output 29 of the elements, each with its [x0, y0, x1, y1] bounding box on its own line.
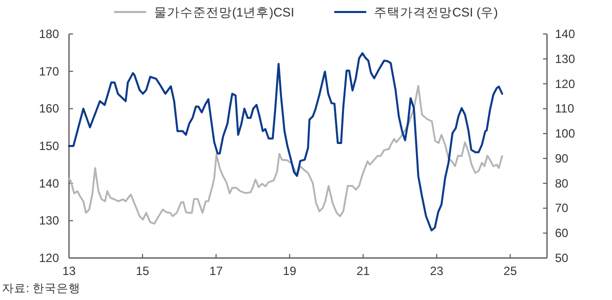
y-tick-label: 120	[38, 251, 60, 265]
x-tick-label: 13	[62, 264, 76, 278]
y-tick-label: 160	[38, 102, 60, 116]
y-tick-label: 130	[38, 214, 60, 228]
y2-tick-label: 100	[555, 126, 576, 141]
y-tick-label: 150	[38, 139, 60, 153]
x-tick-label: 19	[282, 264, 297, 278]
x-tick-label: 17	[209, 264, 224, 278]
y2-tick-label: 140	[555, 27, 576, 41]
y2-tick-label: 70	[555, 201, 569, 216]
line-series	[68, 52, 504, 232]
x-tick-label: 25	[504, 264, 518, 278]
x-tick-label: 23	[430, 264, 444, 278]
legend-label: 주택가격전망CSI (우)	[374, 6, 498, 20]
y2-tick-label: 50	[555, 251, 569, 265]
y-tick-label: 170	[38, 64, 60, 78]
y2-tick-label: 120	[555, 76, 576, 91]
x-tick-label: 21	[356, 264, 370, 278]
x-tick-label: 15	[136, 264, 150, 278]
y2-tick-label: 80	[555, 176, 569, 190]
y-tick-label: 180	[38, 27, 60, 41]
text: 자료: 한국은행	[2, 283, 80, 295]
y2-tick-label: 110	[555, 102, 574, 116]
y2-tick-label: 130	[555, 52, 576, 66]
y2-tick-label: 90	[555, 151, 569, 166]
legend-label: 물가수준전망(1년후)CSI	[154, 6, 294, 20]
y-tick-label: 140	[38, 176, 60, 190]
y2-tick-label: 60	[555, 226, 569, 240]
line-series	[68, 84, 504, 225]
